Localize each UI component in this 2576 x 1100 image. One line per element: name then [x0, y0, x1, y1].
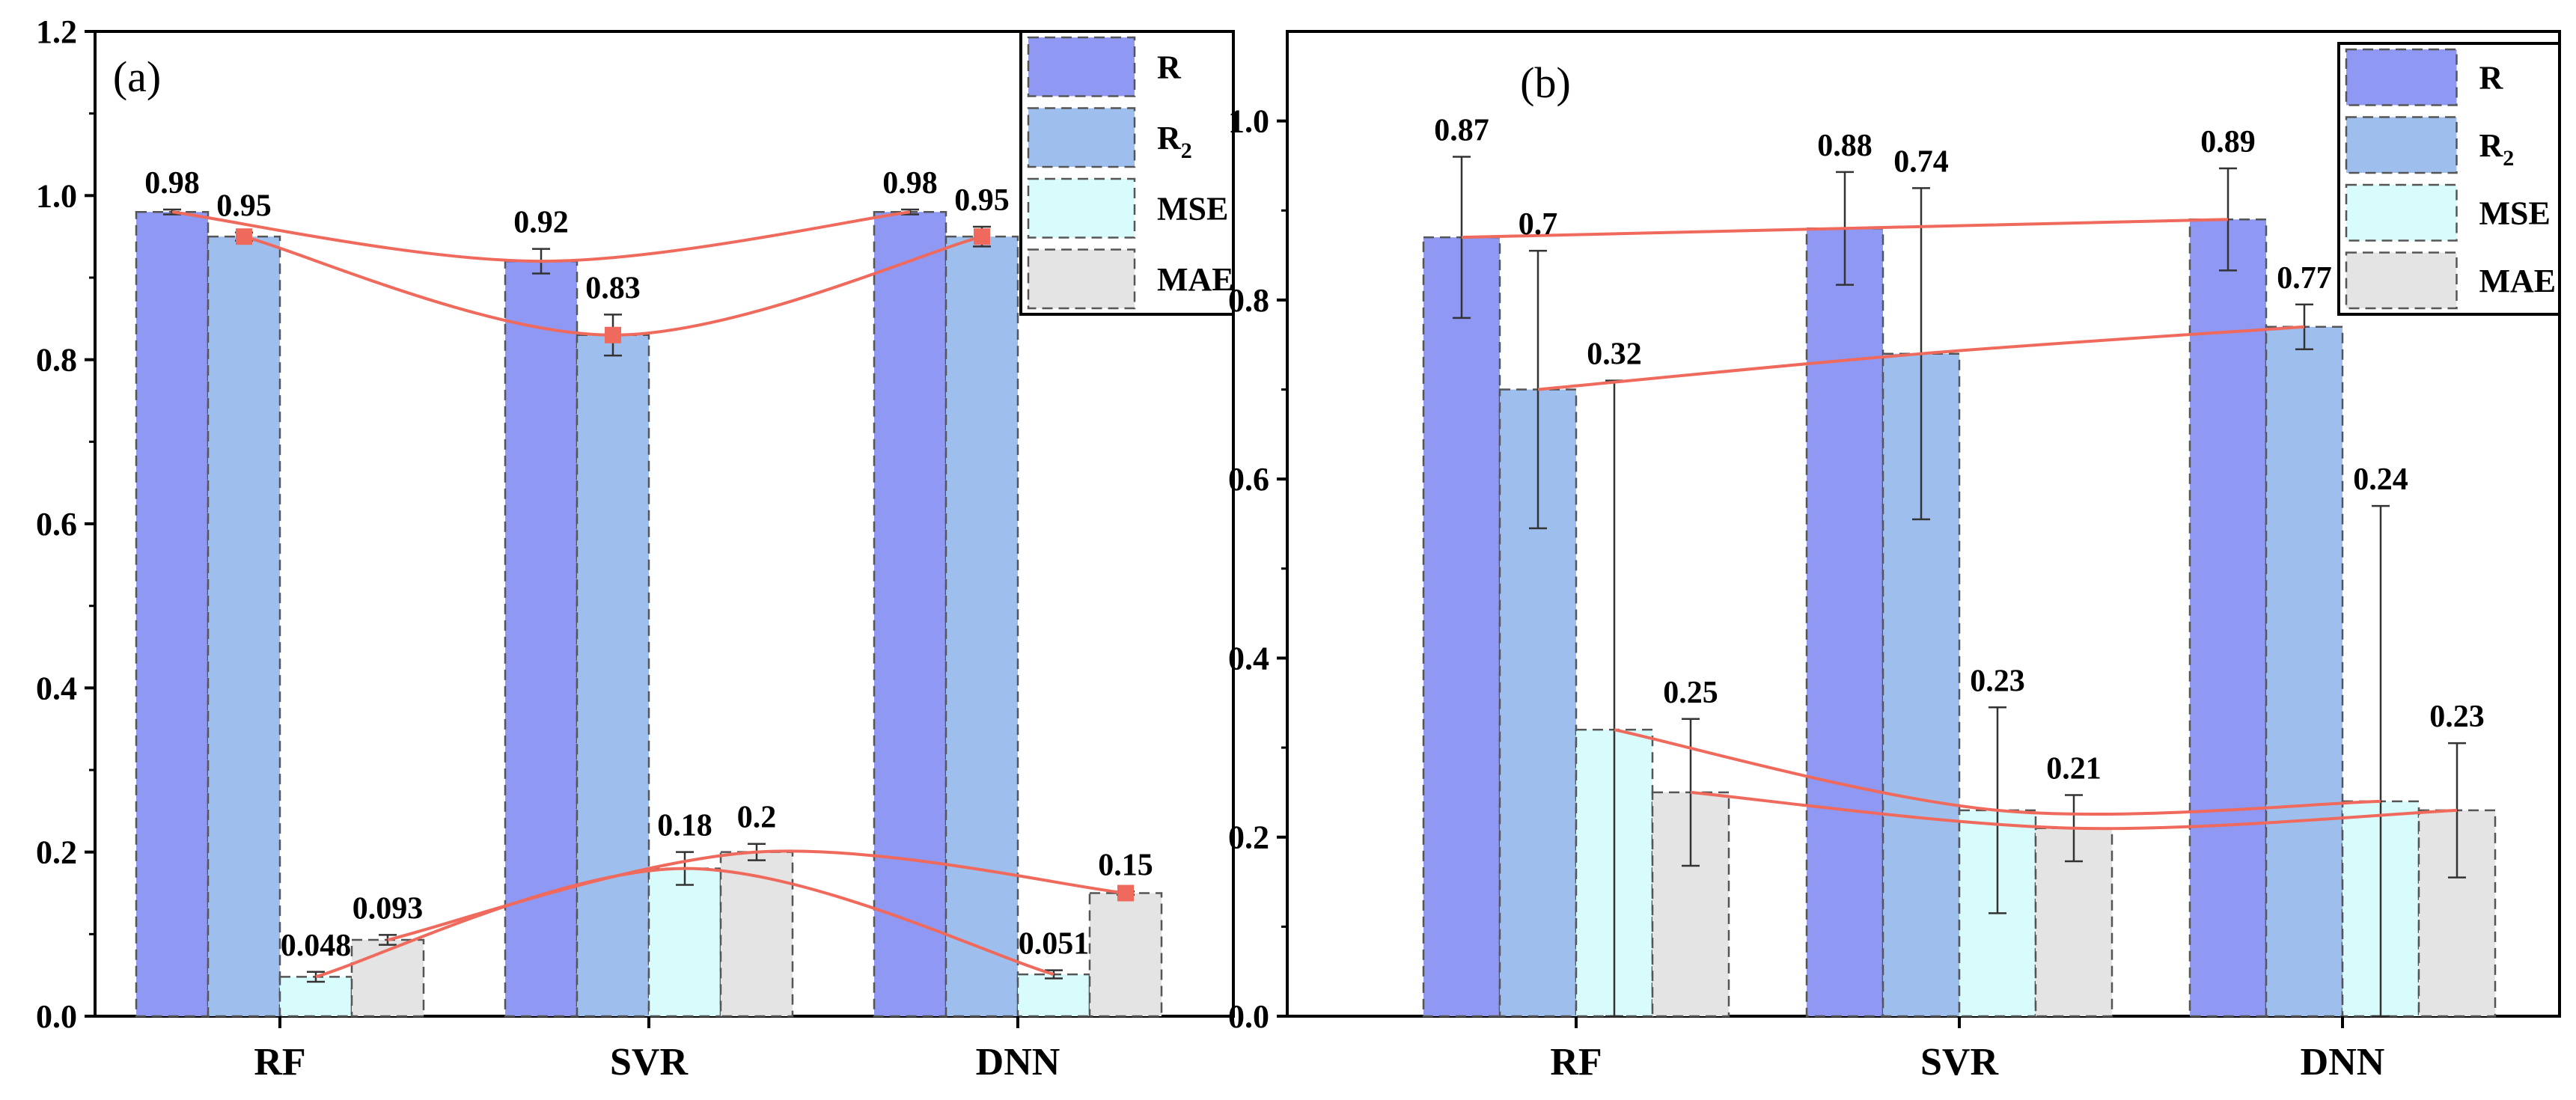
legend-label-r: R	[1157, 49, 1182, 85]
panel-a-bar-r2-rf	[207, 235, 281, 1018]
panel-a-marker-r2	[605, 326, 621, 343]
legend-swatch-r2	[2345, 116, 2458, 174]
panel-a-ytick-label: 0.0	[36, 998, 77, 1035]
legend-label-r2: R2	[2479, 127, 2515, 171]
legend-label-r: R	[2479, 59, 2504, 96]
legend-label-mse: MSE	[1157, 190, 1228, 227]
panel-b-data-label: 0.74	[1893, 144, 1949, 179]
panel-b-bar-r2-dnn	[2265, 326, 2344, 1018]
panel-b-panel-label: (b)	[1520, 58, 1571, 107]
panel-b-data-label: 0.24	[2353, 462, 2408, 497]
panel-a-ytick-label: 0.8	[36, 342, 77, 379]
panel-b-data-label: 0.88	[1817, 129, 1873, 163]
legend-label-r2: R2	[1157, 120, 1192, 163]
panel-b-trendline-r2	[1537, 325, 2305, 391]
panel-a-ytick-label: 1.2	[36, 13, 77, 50]
panel-a-bar-mse-dnn	[1016, 973, 1091, 1018]
panel-a-ytick-label: 0.6	[36, 506, 77, 543]
panel-a-data-label: 0.2	[737, 801, 777, 835]
legend-swatch-mse	[2345, 183, 2458, 242]
panel-b-data-label: 0.77	[2277, 261, 2332, 296]
panel-b-ytick-label: 0.0	[1228, 998, 1269, 1035]
panel-b-data-label: 0.87	[1434, 113, 1489, 147]
panel-a-data-label: 0.95	[954, 183, 1010, 218]
panel-a-bar-mse-rf	[278, 976, 353, 1018]
legend-label-mse: MSE	[2479, 195, 2551, 231]
panel-b-legend: R R2 MSE MAE	[2337, 42, 2561, 316]
legend-swatch-r	[1027, 36, 1136, 97]
panel-b-trendline-r	[1461, 218, 2229, 239]
legend-swatch-mae	[1027, 248, 1136, 310]
panel-a-marker-mae	[1117, 884, 1134, 902]
panel-a-data-label: 0.093	[352, 891, 424, 926]
panel-b-data-label: 0.7	[1519, 207, 1558, 242]
panel-b-xtick-label-dnn: DNN	[2301, 1041, 2385, 1084]
panel-a-trendline-r	[171, 210, 911, 263]
panel-a-chart: 0.0 0.2 0.4 0.6 0.8 1.0 1.2 0.98 0.92 0.98 0.95 0.8…	[36, 13, 1235, 1084]
panel-a-bar-mae-rf	[350, 938, 425, 1018]
panel-a-data-label: 0.95	[216, 189, 272, 224]
legend-swatch-r	[2345, 48, 2458, 106]
panel-b-ytick-label: 1.0	[1228, 103, 1269, 140]
panel-a-bar-r-dnn	[873, 211, 947, 1018]
legend-swatch-r2	[1027, 107, 1136, 168]
legend-label-mae: MAE	[2479, 263, 2557, 299]
panel-a-ytick-label: 0.2	[36, 834, 77, 871]
panel-b-trendline-mse	[1614, 728, 2381, 816]
legend-swatch-mae	[2345, 251, 2458, 310]
panel-b-ytick-label: 0.4	[1228, 640, 1269, 676]
panel-a-data-label: 0.92	[513, 206, 569, 240]
panel-b-bar-r-rf	[1422, 236, 1501, 1018]
panel-a-trendline-mse	[315, 867, 1054, 979]
panel-b-bar-r-svr	[1805, 227, 1884, 1018]
panel-a-panel-label: (a)	[113, 52, 161, 101]
panel-a-bar-r2-dnn	[944, 235, 1019, 1018]
panel-a-bar-mae-dnn	[1088, 892, 1163, 1018]
panel-a-marker-r2	[974, 228, 990, 245]
legend-swatch-mse	[1027, 177, 1136, 239]
panel-b-ytick-label: 0.2	[1228, 819, 1269, 856]
panel-a-bar-mae-svr	[719, 851, 794, 1018]
panel-b-data-label: 0.23	[2429, 700, 2485, 734]
panel-a-data-label: 0.18	[657, 809, 712, 843]
panel-b-data-label: 0.89	[2200, 125, 2256, 159]
panel-a-data-label: 0.98	[882, 166, 938, 201]
panel-b-chart: 0.0 0.2 0.4 0.6 0.8 1.0 0.87 0.88 0.89 0.7 0.74 0.7…	[1228, 30, 2561, 1084]
panel-b-data-label: 0.25	[1663, 676, 1718, 710]
panel-a-errorbar-mse-dnn	[1045, 969, 1063, 980]
panel-b-xtick-label-rf: RF	[1550, 1041, 1602, 1084]
panel-a-xtick-label-svr: SVR	[610, 1041, 689, 1084]
panel-b-data-label: 0.21	[2046, 751, 2102, 786]
panel-a-data-label: 0.051	[1019, 927, 1090, 962]
panel-b-trendline-mae	[1690, 790, 2458, 831]
panel-a-data-label: 0.98	[144, 166, 200, 201]
panel-a-bar-r-rf	[135, 211, 210, 1018]
panel-b-ytick-label: 0.8	[1228, 282, 1269, 319]
panel-a-xtick-label-rf: RF	[254, 1041, 305, 1084]
panel-b-errorbar-mse-dnn	[2372, 504, 2390, 1018]
panel-a-data-label: 0.15	[1098, 848, 1153, 882]
panel-a-data-label: 0.048	[281, 929, 352, 963]
panel-a-ytick-label: 1.0	[36, 177, 77, 214]
panel-a-legend: R R2 MSE MAE	[1019, 30, 1235, 316]
panel-b-bar-r-dnn	[2188, 218, 2268, 1018]
panel-a-data-label: 0.83	[585, 271, 641, 305]
panel-b-ytick-label: 0.6	[1228, 461, 1269, 498]
panel-a-xtick-label-dnn: DNN	[976, 1041, 1060, 1084]
panel-b-data-label: 0.23	[1970, 664, 2025, 698]
panel-a-trendline-mae	[387, 849, 1126, 941]
panel-a-bar-r2-svr	[576, 334, 650, 1018]
legend-label-mae: MAE	[1157, 261, 1234, 298]
panel-a-bar-mse-svr	[647, 867, 722, 1018]
panel-a-ytick-label: 0.4	[36, 670, 77, 706]
panel-a-marker-r2	[236, 228, 252, 245]
panel-b-data-label: 0.32	[1587, 337, 1642, 372]
panel-b-xtick-label-svr: SVR	[1920, 1041, 1999, 1084]
